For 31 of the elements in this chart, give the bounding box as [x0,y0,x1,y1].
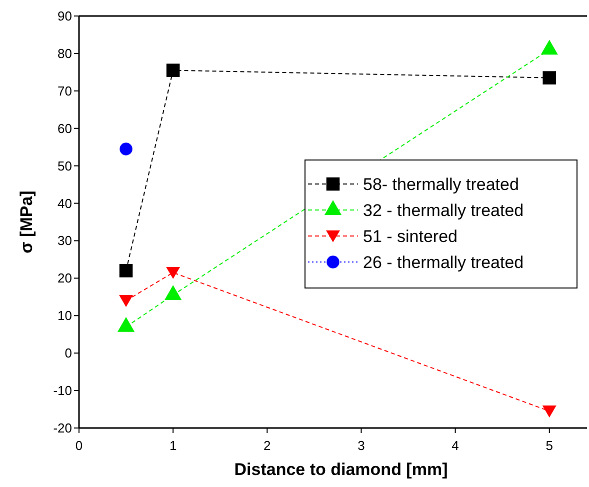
x-tick-label: 4 [452,438,459,453]
y-tick-label: 30 [58,233,72,248]
y-tick-label: 60 [58,120,72,136]
legend-label: 51 - sintered [363,227,458,246]
point [542,406,556,418]
x-tick-label: 1 [169,438,177,453]
x-tick-label: 3 [358,438,365,453]
x-tick-label: 0 [75,438,83,453]
y-tick-label: -20 [53,420,72,436]
x-tick-label: 5 [546,438,553,453]
point [119,264,133,278]
y-tick-label: 20 [58,270,72,286]
y-tick-label: 70 [58,83,72,98]
y-tick-label: 0 [64,346,72,361]
y-tick-label: 40 [58,196,72,211]
y-tick-label: -10 [53,383,72,398]
point [166,64,180,77]
y-tick-label: 80 [58,46,72,61]
legend-label: 58- thermally treated [363,175,519,194]
legend-label: 26 - thermally treated [363,253,524,272]
point [166,266,180,279]
y-tick-label: 50 [58,158,72,174]
legend-label: 32 - thermally treated [363,201,524,220]
y-tick-label: 90 [58,8,72,24]
point [120,142,132,156]
x-axis-title: Distance to diamond [mm] [234,460,448,479]
point [542,71,556,84]
x-tick-label: 2 [264,438,271,453]
y-axis-title: σ [MPa] [17,190,36,254]
y-tick-label: 10 [58,308,72,324]
point [119,295,134,307]
